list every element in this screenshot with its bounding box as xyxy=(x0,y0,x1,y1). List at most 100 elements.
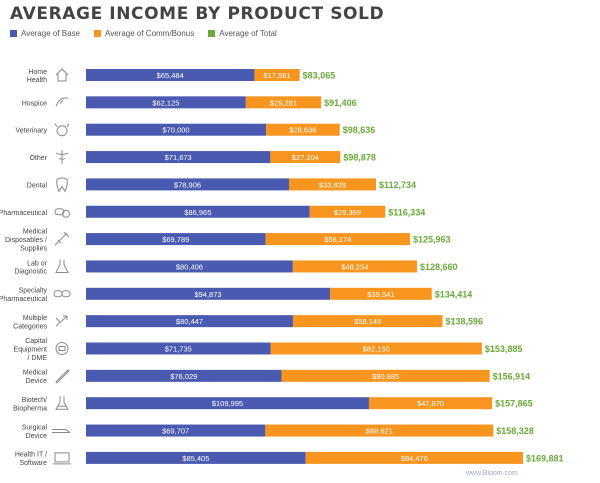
category-label: Diagnostic xyxy=(14,269,47,276)
legend-swatch-base xyxy=(10,30,17,37)
bar-comm xyxy=(292,260,417,273)
bar-comm-label: $80,885 xyxy=(372,372,399,381)
total-label: $125,963 xyxy=(413,235,451,245)
bar-base xyxy=(86,397,369,410)
total-label: $112,734 xyxy=(379,180,416,190)
bar-base-label: $80,406 xyxy=(176,262,203,271)
legend-item-total: Average of Total xyxy=(208,29,277,38)
bar-comm xyxy=(245,96,322,109)
category-label: Equipment xyxy=(14,347,48,354)
surgical-tool-icon xyxy=(52,429,71,434)
legend: Average of Base Average of Comm/Bonus Av… xyxy=(10,29,277,38)
bar-base xyxy=(86,96,246,109)
bar-comm xyxy=(330,287,432,300)
total-label: $157,865 xyxy=(495,399,533,409)
monitor-icon xyxy=(55,342,69,355)
bar-base-label: $65,484 xyxy=(157,71,184,80)
category-label: Medical xyxy=(23,229,48,236)
category-label: Software xyxy=(19,460,47,467)
bar-base-label: $76,029 xyxy=(170,372,197,381)
bar-comm-label: $48,254 xyxy=(341,262,368,271)
bar-base-label: $71,735 xyxy=(165,345,192,354)
bar-comm xyxy=(305,451,523,464)
bar-base xyxy=(86,342,271,355)
category-label: Health xyxy=(27,77,47,84)
total-label: $158,328 xyxy=(496,426,534,436)
bar-comm xyxy=(368,397,493,410)
laptop-icon xyxy=(53,452,71,465)
category-label: Other xyxy=(29,155,47,162)
pills-icon xyxy=(54,208,70,218)
bar-base xyxy=(86,123,267,136)
bar-base-label: $71,673 xyxy=(165,153,192,162)
legend-label-base: Average of Base xyxy=(21,29,81,38)
total-label: $116,334 xyxy=(388,207,425,217)
bar-base-label: $69,707 xyxy=(162,427,189,436)
bar-base xyxy=(86,369,282,382)
hand-heart-icon xyxy=(55,97,69,107)
bar-comm-label: $47,870 xyxy=(417,399,444,408)
category-label: Device xyxy=(26,378,48,385)
category-label: Veterinary xyxy=(15,128,47,135)
bar-comm-label: $82,150 xyxy=(363,345,390,354)
legend-label-total: Average of Total xyxy=(219,29,277,38)
bar-base xyxy=(86,151,271,164)
caduceus-icon xyxy=(55,150,69,165)
bar-base-label: $86,965 xyxy=(184,208,211,217)
house-icon xyxy=(55,68,69,82)
bar-comm xyxy=(265,424,494,437)
bar-base xyxy=(86,315,293,328)
chart-title: AVERAGE INCOME BY PRODUCT SOLD xyxy=(10,4,385,24)
category-label: / DME xyxy=(28,355,48,362)
bar-base-label: $85,405 xyxy=(182,454,209,463)
bar-comm xyxy=(270,342,482,355)
dna-icon xyxy=(55,396,69,410)
bar-base xyxy=(86,69,255,81)
bar-comm xyxy=(270,151,341,164)
category-label: Pharmaceutical xyxy=(0,210,47,217)
legend-swatch-comm xyxy=(94,30,102,37)
bar-comm xyxy=(292,315,443,328)
bar-base xyxy=(86,260,293,273)
capsules-icon xyxy=(53,290,71,298)
total-label: $153,885 xyxy=(485,344,523,354)
total-label: $138,596 xyxy=(446,317,484,327)
category-label: Home xyxy=(28,69,47,76)
total-label: $169,881 xyxy=(526,453,564,463)
bar-comm xyxy=(265,233,411,246)
category-label: Categories xyxy=(13,323,47,330)
syringe-icon xyxy=(54,231,70,246)
bar-base xyxy=(86,233,266,246)
legend-swatch-total xyxy=(208,30,216,37)
bar-comm xyxy=(254,69,300,81)
total-label: $128,660 xyxy=(420,262,458,272)
bar-comm-label: $17,581 xyxy=(264,71,291,80)
flask-icon xyxy=(55,259,69,273)
category-label: Dental xyxy=(27,182,48,189)
total-label: $98,636 xyxy=(343,125,376,135)
bar-comm xyxy=(309,205,386,218)
bar-base-label: $94,873 xyxy=(194,290,221,299)
bar-comm-label: $27,204 xyxy=(292,153,319,162)
bar-base-label: $70,000 xyxy=(162,126,189,135)
bar-base-label: $69,789 xyxy=(162,235,189,244)
total-label: $91,406 xyxy=(324,98,357,108)
bar-comm-label: $58,149 xyxy=(354,317,381,326)
total-label: $98,878 xyxy=(343,153,376,163)
bar-base-label: $62,125 xyxy=(152,98,179,107)
arrows-icon xyxy=(55,315,68,327)
bar-base xyxy=(86,205,310,218)
bar-comm-label: $39,541 xyxy=(367,290,394,299)
bar-comm xyxy=(288,178,376,191)
category-label: Disposables / xyxy=(5,237,47,244)
category-label: Health IT / xyxy=(15,452,47,459)
bar-base-label: $80,447 xyxy=(176,317,203,326)
bar-base xyxy=(86,178,289,191)
category-label: Specialty xyxy=(19,288,48,295)
bar-base-label: $109,995 xyxy=(212,399,243,408)
total-label: $83,065 xyxy=(303,71,336,81)
total-label: $134,414 xyxy=(435,289,473,299)
bar-base xyxy=(86,287,331,300)
bar-comm xyxy=(266,123,340,136)
